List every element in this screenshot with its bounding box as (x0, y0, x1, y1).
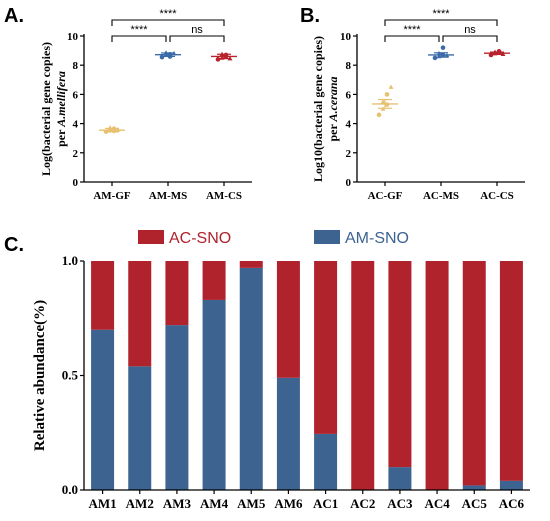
y-axis-label-species: A.mellifera (54, 71, 68, 128)
bar-segment-ac-sno (239, 261, 263, 268)
y-tick-label: 4 (73, 119, 79, 131)
significance-label: ns (464, 24, 476, 36)
bar-segment-ac-sno (425, 261, 449, 490)
data-point (388, 84, 394, 89)
y-tick-label: 6 (346, 89, 352, 101)
significance-label: **** (432, 8, 450, 20)
bar-segment-am-sno (314, 433, 338, 490)
x-tick-label: AC-CS (480, 190, 514, 202)
y-tick-label: 8 (346, 60, 352, 72)
data-point (432, 55, 438, 61)
y-axis-label-species: A.cerana (326, 76, 340, 122)
x-tick-label: AM-MS (149, 190, 188, 202)
bar-segment-am-sno (462, 485, 486, 490)
y-tick-label: 6 (73, 89, 79, 101)
significance-bracket (111, 19, 225, 26)
bar-segment-ac-sno (462, 261, 486, 486)
data-point (159, 54, 165, 60)
x-tick-label: AC5 (462, 496, 488, 511)
y-axis-label-line1: Log10(bacterial gene copies) (311, 36, 325, 182)
x-tick-label: AM2 (126, 496, 154, 511)
bar-segment-am-sno (499, 480, 523, 490)
legend-swatch (138, 230, 164, 244)
panel-label: C. (4, 234, 24, 256)
bar-segment-ac-sno (351, 261, 375, 490)
bar-segment-ac-sno (388, 261, 412, 468)
x-tick-label: AM5 (237, 496, 266, 511)
significance-bracket (442, 35, 498, 42)
bar-segment-am-sno (239, 267, 263, 490)
significance-label: **** (159, 8, 177, 20)
panel-label: A. (4, 5, 24, 27)
y-tick-label: 8 (73, 60, 79, 72)
data-point (380, 99, 386, 104)
y-tick-label: 4 (346, 119, 352, 131)
y-tick-label: 10 (340, 31, 352, 43)
data-point (384, 92, 390, 97)
y-axis-label-line2: per (54, 127, 68, 147)
bar-segment-ac-sno (128, 261, 152, 367)
bar-segment-ac-sno (91, 261, 115, 330)
y-tick-label: 0.0 (62, 482, 78, 497)
panel-a: A. 0 2 4 6 8 10 AM-GF AM-MS AM-CS **** ns **** Log(ba… (4, 5, 252, 202)
y-axis-label-line2: per (326, 121, 340, 141)
x-tick-label: AM4 (200, 496, 229, 511)
significance-bracket (169, 35, 225, 42)
y-tick-label: 1.0 (62, 253, 78, 268)
bar-segment-am-sno (276, 377, 300, 490)
y-axis-label: Log10(bacterial gene copies)per A.cerana (311, 36, 340, 182)
bar-segment-am-sno (91, 329, 115, 490)
y-tick-label: 0 (346, 177, 352, 189)
data-point (215, 57, 221, 62)
x-tick-label: AM1 (88, 496, 116, 511)
y-tick-label: 0.5 (62, 368, 79, 383)
bar-segment-ac-sno (499, 261, 523, 481)
panel-c: C. AC-SNO AM-SNO AM1 AM2 AM3 AM4 AM5 AM6 AC1 AC2 AC… (4, 230, 530, 511)
bar-segment-ac-sno (276, 261, 300, 378)
significance-bracket (384, 35, 440, 42)
y-tick-label: 0 (73, 177, 79, 189)
x-tick-label: AM-GF (93, 190, 131, 202)
significance-label: ns (191, 24, 203, 36)
data-point (440, 45, 446, 50)
y-tick-label: 2 (346, 148, 352, 160)
x-tick-label: AC-MS (423, 190, 459, 202)
x-tick-label: AM6 (274, 496, 303, 511)
x-tick-label: AC6 (499, 496, 525, 511)
y-tick-label: 10 (67, 31, 79, 43)
y-axis-label: Relative abundance(%) (32, 300, 48, 451)
significance-bracket (111, 35, 167, 42)
x-tick-label: AM3 (163, 496, 192, 511)
x-tick-label: AC4 (424, 496, 450, 511)
significance-bracket (384, 19, 498, 26)
x-tick-label: AC1 (313, 496, 338, 511)
y-axis-label: Log(bacterial gene copies)per A.mellifer… (39, 42, 68, 176)
significance-label: **** (130, 24, 148, 36)
y-tick-label: 2 (73, 148, 79, 160)
panel-label: B. (300, 5, 320, 27)
panel-b: B. 0 2 4 6 8 10 AC-GF AC-MS AC-CS **** ns **** Log10(… (300, 5, 525, 202)
bar-segment-am-sno (202, 299, 226, 490)
legend-label: AM-SNO (345, 230, 409, 247)
significance-label: **** (403, 24, 421, 36)
bar-segment-am-sno (128, 366, 152, 490)
legend-label: AC-SNO (169, 230, 231, 247)
data-point (376, 112, 382, 118)
bar-segment-ac-sno (165, 261, 189, 326)
bar-segment-ac-sno (202, 261, 226, 300)
y-axis-label-line1: Log(bacterial gene copies) (39, 42, 53, 176)
bar-segment-am-sno (388, 467, 412, 490)
x-tick-label: AM-CS (206, 190, 242, 202)
data-point (115, 127, 121, 132)
legend-swatch (314, 230, 340, 244)
bar-segment-am-sno (165, 325, 189, 490)
x-tick-label: AC2 (350, 496, 375, 511)
bar-segment-ac-sno (314, 261, 338, 434)
x-tick-label: AC3 (387, 496, 413, 511)
x-tick-label: AC-GF (368, 190, 403, 202)
